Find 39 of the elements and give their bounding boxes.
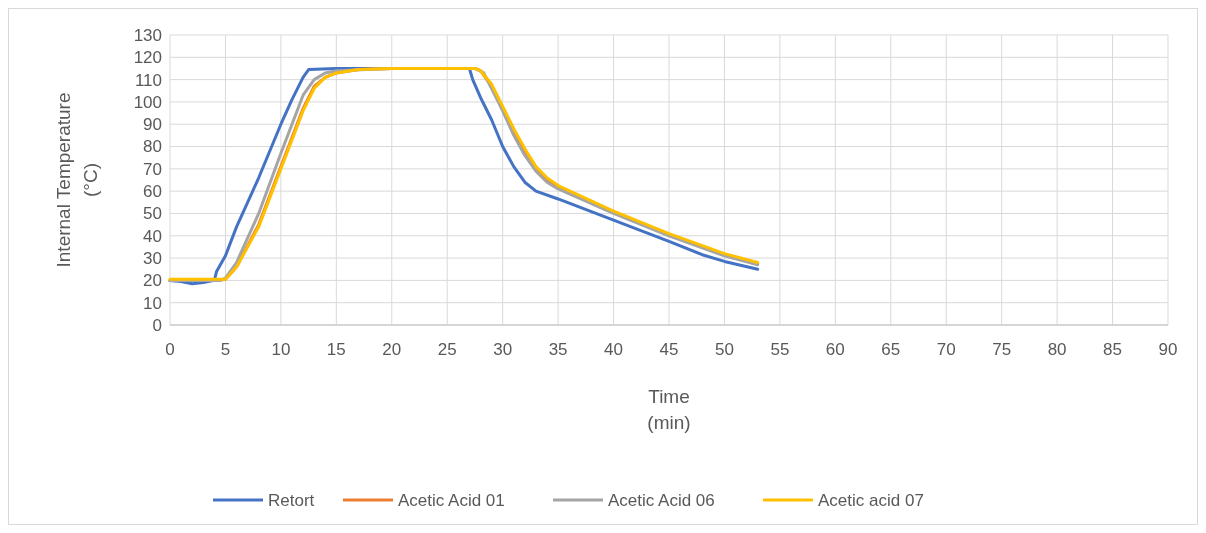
x-tick-label: 20 (382, 340, 402, 359)
x-tick-label: 80 (1047, 340, 1067, 359)
x-axis-title: Time (min) (647, 386, 691, 433)
y-axis-title: Internal Temperature (°C) (53, 92, 101, 268)
y-tick-label: 0 (152, 315, 162, 335)
x-tick-label: 40 (604, 340, 624, 359)
x-tick-label: 5 (220, 340, 231, 359)
y-tick-label: 40 (143, 226, 162, 246)
x-tick-label: 65 (881, 340, 901, 359)
x-tick-label: 25 (437, 340, 457, 359)
x-tick-label: 10 (271, 340, 291, 359)
legend-label: Acetic Acid 01 (398, 490, 505, 510)
x-tick-label: 0 (165, 340, 175, 359)
y-tick-label: 80 (143, 137, 162, 157)
legend-label: Acetic acid 07 (818, 490, 924, 510)
x-tick-label: 85 (1103, 340, 1123, 359)
x-tick-label: 45 (659, 340, 679, 359)
y-tick-label: 50 (143, 204, 162, 224)
y-tick-label: 70 (143, 159, 162, 179)
x-tick-label: 55 (770, 340, 790, 359)
x-tick-label: 30 (493, 340, 513, 359)
x-tick-label: 75 (992, 340, 1012, 359)
x-tick-label: 90 (1158, 340, 1178, 359)
x-tick-label: 15 (326, 340, 346, 359)
legend-label: Acetic Acid 06 (608, 490, 715, 510)
y-tick-label: 110 (134, 70, 162, 90)
x-tick-label: 35 (548, 340, 568, 359)
y-tick-label: 130 (133, 25, 162, 45)
y-tick-label: 100 (133, 92, 162, 112)
y-tick-label: 90 (143, 115, 162, 135)
y-tick-label: 120 (133, 48, 162, 68)
x-tick-label: 70 (936, 340, 956, 359)
y-tick-label: 20 (143, 271, 162, 291)
legend-label: Retort (268, 490, 315, 510)
y-tick-label: 30 (143, 249, 162, 269)
x-tick-label: 50 (714, 340, 734, 359)
y-tick-label: 10 (143, 293, 162, 313)
x-tick-label: 60 (825, 340, 845, 359)
y-tick-label: 60 (143, 182, 162, 202)
